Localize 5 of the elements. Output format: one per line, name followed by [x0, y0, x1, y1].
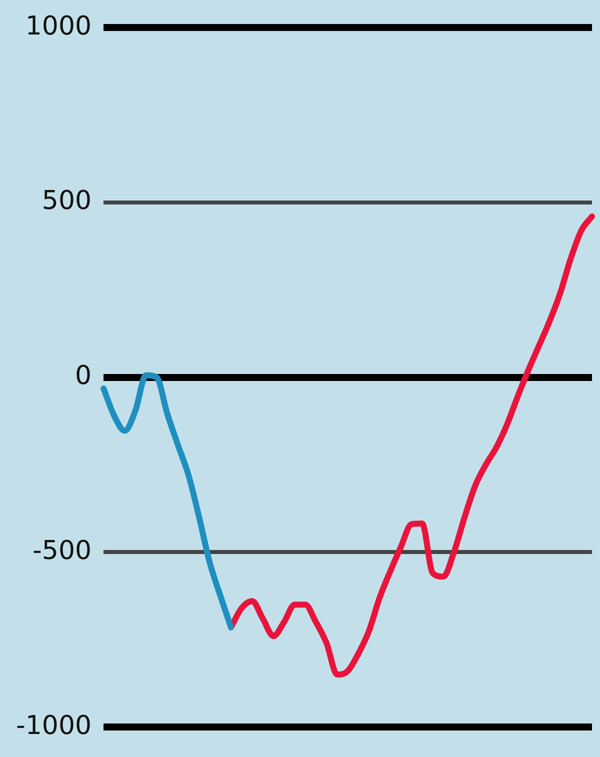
y-tick-label: -1000 [16, 710, 92, 741]
y-tick-label: 0 [75, 361, 92, 392]
y-tick-label: 500 [42, 186, 92, 216]
y-tick-label: 1000 [25, 11, 92, 42]
y-tick-label: -500 [32, 536, 92, 566]
